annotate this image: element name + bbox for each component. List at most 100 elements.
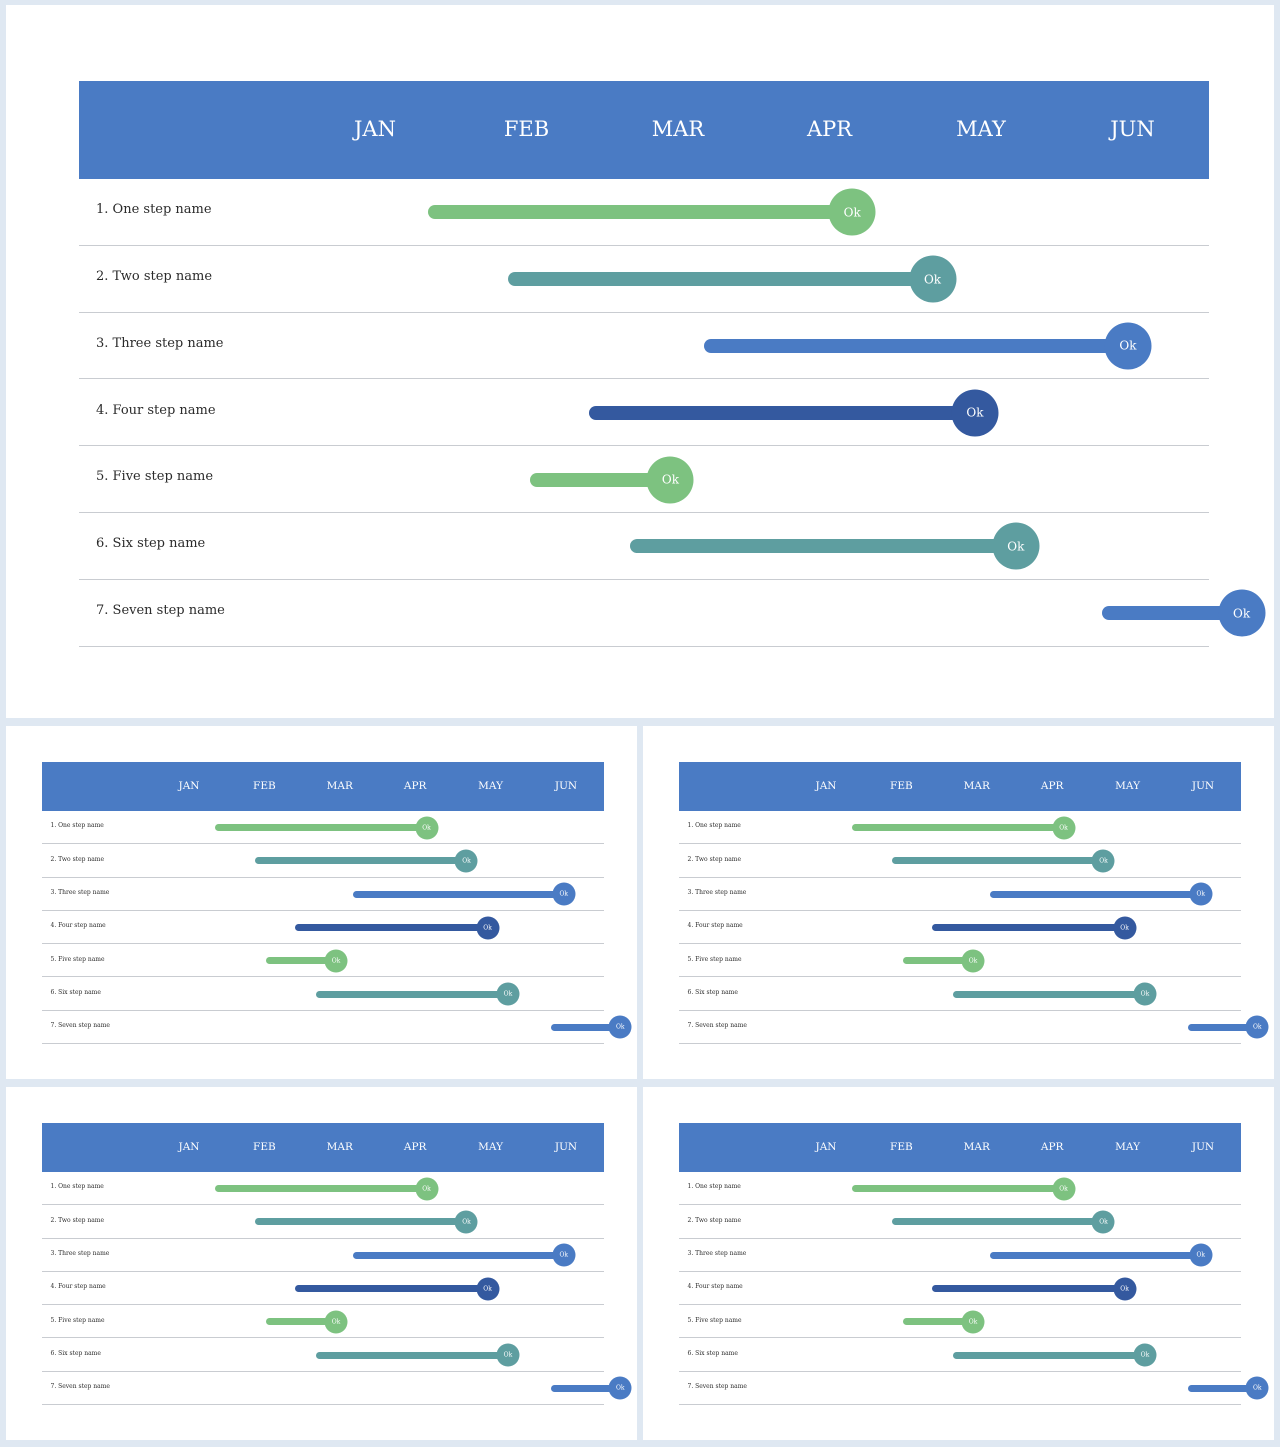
month-label-jun: JUN xyxy=(1191,1140,1215,1153)
timeline-bar xyxy=(255,857,467,865)
gantt-row: 3. Three step name Ok xyxy=(679,878,1241,911)
timeline-bar xyxy=(902,957,974,965)
gantt-row: 6. Six step name Ok xyxy=(679,978,1241,1011)
ok-milestone-marker: Ok xyxy=(1113,1277,1137,1301)
timeline-bar xyxy=(952,990,1145,998)
ok-label: Ok xyxy=(1059,1185,1068,1193)
ok-label: Ok xyxy=(331,957,341,965)
ok-milestone-marker: Ok xyxy=(496,982,520,1006)
gantt-row: 3. Three step name Ok xyxy=(79,313,1209,380)
ok-label: Ok xyxy=(1196,890,1206,898)
gantt-row: 2. Two step name Ok xyxy=(679,844,1241,878)
gantt-header: JAN FEB MAR APR MAY JUN xyxy=(679,762,1241,811)
ok-milestone-marker: Ok xyxy=(324,949,348,973)
ok-milestone-marker: Ok xyxy=(992,522,1040,570)
ok-label: Ok xyxy=(1196,1251,1206,1259)
ok-milestone-marker: Ok xyxy=(476,916,500,940)
gantt-row: 5. Five step name Ok xyxy=(79,446,1209,513)
ok-milestone-marker: Ok xyxy=(324,1310,348,1334)
month-label-jan: JAN xyxy=(178,1140,200,1153)
ok-milestone-marker: Ok xyxy=(415,816,438,840)
gantt-row: 6. Six step name Ok xyxy=(679,1339,1241,1372)
month-label-mar: MAR xyxy=(326,1140,353,1153)
step-label: 4. Four step name xyxy=(96,402,216,418)
timeline-bar xyxy=(529,472,671,487)
gantt-header: JAN FEB MAR APR MAY JUN xyxy=(42,762,604,811)
timeline-bar xyxy=(989,890,1201,898)
step-label: 2. Two step name xyxy=(96,269,213,285)
month-label-apr: APR xyxy=(1040,1140,1064,1153)
ok-milestone-marker: Ok xyxy=(961,1310,985,1334)
slide-thumb-top-right: JAN FEB MAR APR MAY JUN 1. One step name Ok 2. T… xyxy=(643,726,1274,1079)
step-label: 5. Five step name xyxy=(50,1316,105,1324)
gantt-row: 3. Three step name Ok xyxy=(42,878,604,911)
gantt-row: 1. One step name Ok xyxy=(679,811,1241,845)
step-label: 6. Six step name xyxy=(687,988,738,996)
month-label-feb: FEB xyxy=(890,779,913,792)
month-label-apr: APR xyxy=(403,779,427,792)
month-label-jun: JUN xyxy=(554,1140,578,1153)
timeline-bar xyxy=(550,1023,621,1031)
step-label: 5. Five step name xyxy=(687,1316,742,1324)
gantt-row: 5. Five step name Ok xyxy=(42,1305,604,1339)
ok-milestone-marker: Ok xyxy=(454,1210,478,1234)
gantt-row: 2. Two step name Ok xyxy=(42,844,604,878)
month-label-may: MAY xyxy=(478,779,504,792)
step-label: 7. Seven step name xyxy=(50,1022,110,1030)
gantt-row: 3. Three step name Ok xyxy=(679,1239,1241,1272)
ok-label: Ok xyxy=(968,957,978,965)
gantt-row: 5. Five step name Ok xyxy=(679,1305,1241,1339)
timeline-bar xyxy=(508,272,933,287)
ok-milestone-marker: Ok xyxy=(1218,589,1266,637)
timeline-bar xyxy=(852,1185,1064,1193)
ok-milestone-marker: Ok xyxy=(496,1343,520,1367)
gantt-row: 4. Four step name Ok xyxy=(42,911,604,945)
month-label-feb: FEB xyxy=(503,117,550,142)
timeline-bar xyxy=(952,1351,1145,1359)
ok-milestone-marker: Ok xyxy=(1113,916,1137,940)
ok-milestone-marker: Ok xyxy=(552,882,576,906)
month-label-feb: FEB xyxy=(890,1140,913,1153)
gantt-row: 1. One step name Ok xyxy=(42,1172,604,1206)
gantt-chart-main: JAN FEB MAR APR MAY JUN 1. One step name Ok 2. T… xyxy=(79,81,1266,647)
gantt-row: 2. Two step name Ok xyxy=(679,1205,1241,1239)
ok-label: Ok xyxy=(559,890,569,898)
gantt-row: 6. Six step name Ok xyxy=(79,513,1209,580)
month-label-jun: JUN xyxy=(554,779,578,792)
gantt-header: JAN FEB MAR APR MAY JUN xyxy=(79,81,1209,179)
ok-label: Ok xyxy=(462,1218,471,1226)
timeline-bar xyxy=(295,924,488,932)
gantt-row: 4. Four step name Ok xyxy=(679,911,1241,945)
gantt-row: 2. Two step name Ok xyxy=(42,1205,604,1239)
ok-milestone-marker: Ok xyxy=(1133,1343,1157,1367)
timeline-bar xyxy=(588,405,975,420)
ok-label: Ok xyxy=(843,205,861,220)
timeline-bar xyxy=(1187,1384,1258,1392)
step-label: 1. One step name xyxy=(96,202,212,218)
gantt-row: 1. One step name Ok xyxy=(679,1172,1241,1206)
timeline-bar xyxy=(629,539,1016,554)
month-label-apr: APR xyxy=(806,117,853,142)
ok-label: Ok xyxy=(1140,1351,1150,1359)
ok-label: Ok xyxy=(1253,1384,1262,1392)
step-label: 2. Two step name xyxy=(687,855,742,863)
step-label: 6. Six step name xyxy=(50,988,101,996)
month-label-jan: JAN xyxy=(354,117,396,142)
step-label: 1. One step name xyxy=(687,1183,741,1191)
gantt-row: 4. Four step name Ok xyxy=(42,1272,604,1306)
month-label-may: MAY xyxy=(1115,1140,1141,1153)
month-label-may: MAY xyxy=(478,1140,504,1153)
ok-milestone-marker: Ok xyxy=(476,1277,500,1301)
gantt-row: 1. One step name Ok xyxy=(79,179,1209,246)
ok-label: Ok xyxy=(331,1318,341,1326)
month-label-jan: JAN xyxy=(815,779,837,792)
ok-milestone-marker: Ok xyxy=(909,255,957,303)
ok-milestone-marker: Ok xyxy=(961,949,985,973)
gantt-row: 3. Three step name Ok xyxy=(42,1239,604,1272)
month-label-mar: MAR xyxy=(963,779,990,792)
ok-milestone-marker: Ok xyxy=(1052,816,1075,840)
ok-label: Ok xyxy=(1140,990,1150,998)
timeline-bar xyxy=(255,1218,467,1226)
step-label: 6. Six step name xyxy=(50,1349,101,1357)
ok-label: Ok xyxy=(422,824,431,832)
